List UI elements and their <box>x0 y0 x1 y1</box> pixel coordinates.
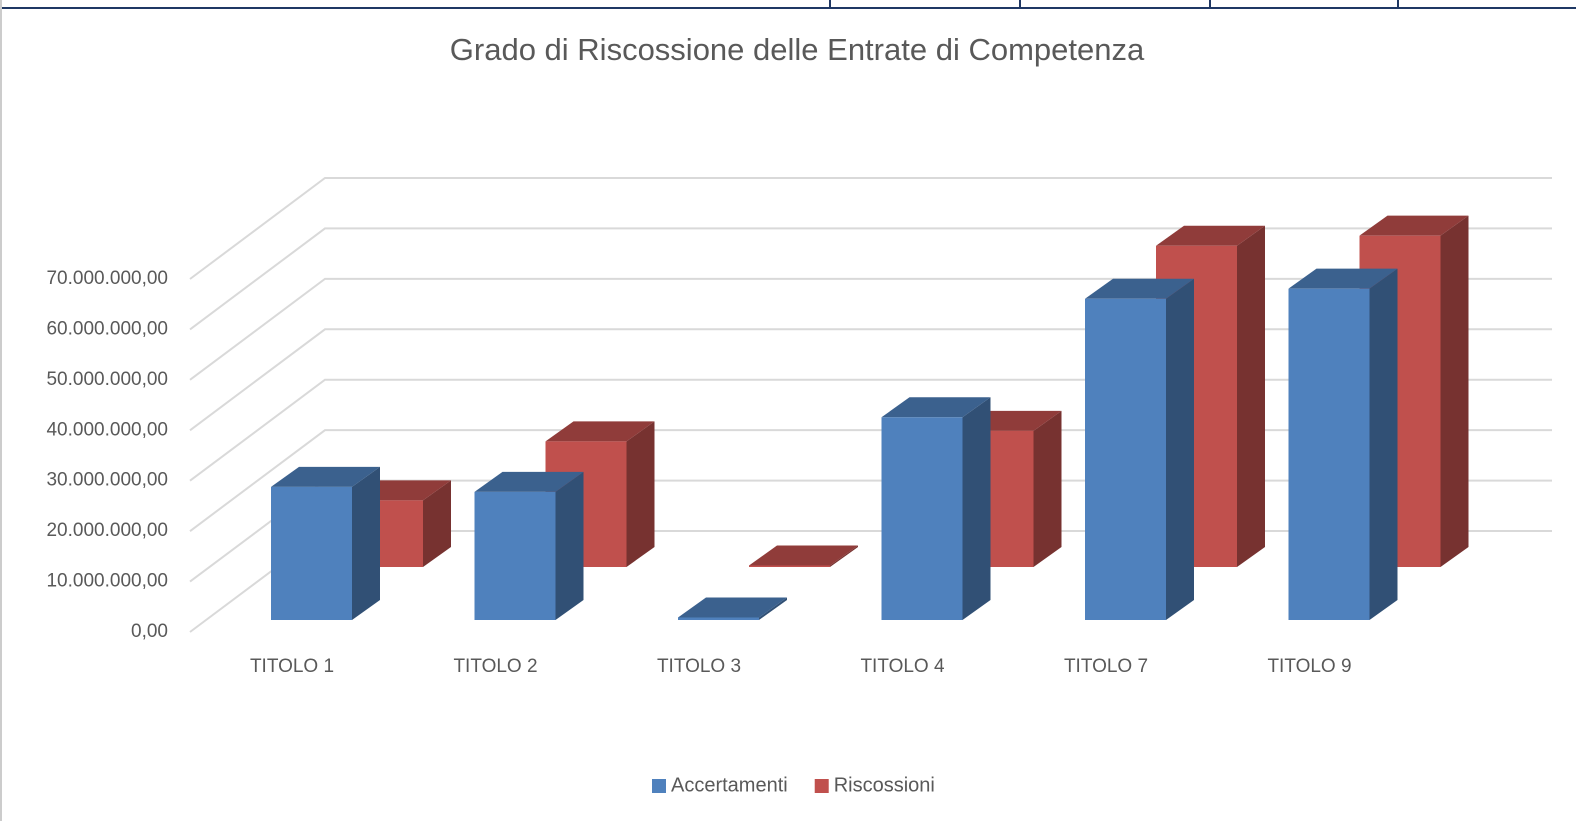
bar-side <box>1166 278 1194 620</box>
x-tick-label: TITOLO 7 <box>1064 656 1148 677</box>
bar-side <box>962 397 991 620</box>
bar-front <box>678 617 759 620</box>
bar-side <box>1237 225 1265 567</box>
bar-top <box>1288 268 1398 289</box>
bar-top <box>678 597 787 618</box>
bar-side <box>555 471 584 620</box>
bar-front <box>474 491 556 620</box>
y-tick-label: 70.000.000,00 <box>46 268 168 289</box>
legend-label: Riscossioni <box>834 774 935 796</box>
y-tick-label: 20.000.000,00 <box>46 520 168 541</box>
grid-line <box>189 177 1552 280</box>
bar-side <box>352 466 380 620</box>
grid-line <box>189 227 1552 331</box>
bar-side <box>626 421 655 567</box>
bar-front <box>749 565 830 567</box>
bar-side <box>1369 268 1398 620</box>
bar-top <box>881 397 991 418</box>
bar-top <box>749 545 858 566</box>
bar-side <box>759 597 787 620</box>
bar <box>881 397 991 620</box>
bar-top <box>1359 215 1469 236</box>
legend-swatch <box>814 779 829 793</box>
bar <box>1288 268 1398 620</box>
bar-front <box>1288 288 1370 620</box>
bar <box>678 597 787 620</box>
y-tick-label: 60.000.000,00 <box>46 318 168 339</box>
bar-front <box>1085 298 1166 620</box>
bar-side <box>1440 215 1469 568</box>
y-tick-label: 30.000.000,00 <box>46 470 168 491</box>
bar <box>271 466 380 620</box>
bar-side <box>1033 410 1062 567</box>
legend-label: Accertamenti <box>671 774 788 796</box>
y-tick-label: 40.000.000,00 <box>46 419 168 440</box>
y-tick-label: 10.000.000,00 <box>46 571 168 592</box>
x-tick-label: TITOLO 1 <box>250 656 334 677</box>
bar-top <box>271 466 380 487</box>
y-tick-label: 50.000.000,00 <box>46 369 168 390</box>
y-tick-label: 0,00 <box>131 621 168 642</box>
bar-top <box>1085 278 1194 299</box>
bar <box>1085 278 1194 620</box>
bar-front <box>881 417 963 620</box>
x-tick-label: TITOLO 9 <box>1267 656 1351 677</box>
bar <box>749 545 858 567</box>
bar-front <box>271 486 352 620</box>
x-tick-label: TITOLO 4 <box>860 656 945 677</box>
x-tick-label: TITOLO 3 <box>657 656 741 677</box>
x-tick-label: TITOLO 2 <box>453 656 537 677</box>
bar-top <box>1156 225 1265 246</box>
legend-swatch <box>652 779 666 793</box>
bar-side <box>830 545 858 567</box>
bar-top <box>545 421 655 442</box>
bar <box>474 471 584 620</box>
bar-top <box>474 471 584 492</box>
bar-side <box>423 480 451 567</box>
chart-title: Grado di Riscossione delle Entrate di Co… <box>450 32 1145 67</box>
